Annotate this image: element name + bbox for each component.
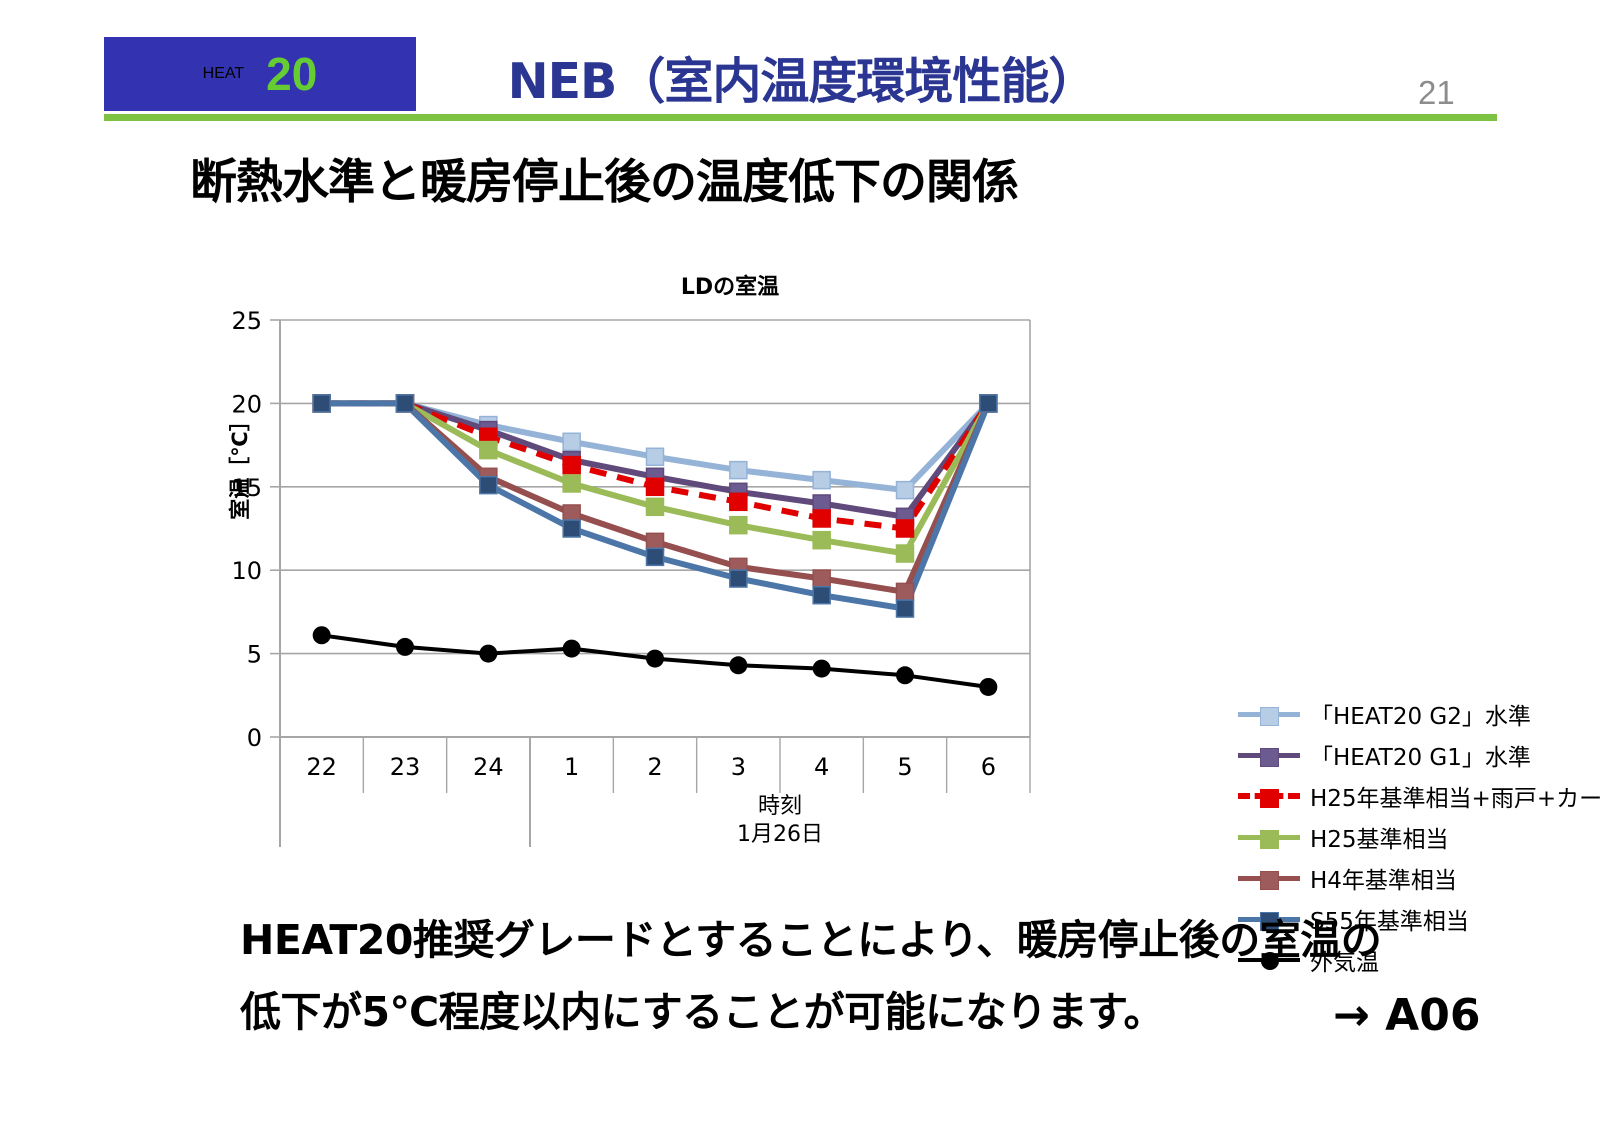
x-axis-tick-label: 4 (814, 753, 829, 781)
series-marker (896, 666, 914, 685)
series-marker (812, 569, 831, 588)
y-axis-tick-label: 25 (231, 307, 262, 335)
series-marker (645, 477, 665, 497)
series-marker (812, 509, 831, 528)
y-axis-tick-label: 0 (247, 724, 262, 752)
x-axis-tick-label: 1 (564, 753, 579, 781)
x-axis-tick-label: 6 (981, 753, 996, 781)
legend-label: 「HEAT20 G1」水準 (1310, 744, 1531, 771)
legend-marker-icon (1260, 706, 1279, 726)
legend-marker-icon (1260, 829, 1279, 849)
legend-label: 外気温 (1310, 949, 1379, 976)
series-marker (646, 649, 664, 668)
legend-swatch-icon (1238, 826, 1300, 849)
heat20-logo: HEAT 20 (104, 37, 416, 111)
legend-label: H25年基準相当+雨戸+カーテン (1310, 785, 1604, 812)
series-marker (562, 519, 581, 538)
page-number: 21 (1418, 74, 1455, 111)
series-marker (312, 626, 331, 645)
legend-swatch-icon (1238, 908, 1300, 931)
series-marker (729, 460, 748, 480)
reference-link[interactable]: → A06 (1333, 990, 1481, 1041)
legend-marker-icon (1260, 788, 1279, 808)
legend-swatch-icon (1238, 744, 1300, 767)
series-marker (396, 637, 414, 656)
x-axis-title-sub: 1月26日 (737, 821, 823, 847)
x-axis-tick-label: 24 (473, 753, 504, 781)
legend-item[interactable]: 「HEAT20 G1」水準 (1238, 734, 1604, 775)
legend-item[interactable]: 「HEAT20 G2」水準 (1238, 693, 1604, 734)
chart-container: LDの室温 室温［℃］ 0 5 10 15 20 25 22 23 24 1 2 3 4 5 6 時刻 1月… (180, 255, 1604, 976)
series-marker (729, 656, 748, 675)
legend-label: H25基準相当 (1310, 826, 1449, 853)
legend-swatch-icon (1238, 949, 1300, 971)
series-marker (812, 585, 831, 605)
series-marker (562, 432, 581, 452)
legend-item[interactable]: 外気温 (1238, 939, 1604, 980)
y-axis-tick-label: 20 (231, 390, 262, 418)
series-marker (895, 480, 915, 500)
series-marker (979, 677, 998, 696)
x-axis-tick-label: 5 (897, 753, 912, 781)
series-marker (645, 447, 665, 467)
brand-heat-text: HEAT (202, 65, 245, 82)
legend-item[interactable]: S55年基準相当 (1238, 898, 1604, 939)
series-marker (895, 544, 915, 563)
series-marker (979, 394, 998, 413)
y-axis-tick-label: 10 (231, 557, 262, 585)
series-marker (645, 497, 665, 517)
series-marker (729, 569, 748, 588)
series-marker (562, 455, 581, 475)
series-marker (729, 515, 748, 535)
legend-label: H4年基準相当 (1310, 867, 1457, 894)
series-marker (562, 639, 581, 658)
conclusion-text: HEAT20推奨グレードとすることにより、暖房停止後の室温の 低下が5℃程度以内… (240, 905, 1440, 1049)
x-axis-tick-label: 22 (306, 753, 337, 781)
legend-item[interactable]: H4年基準相当 (1238, 857, 1604, 898)
x-axis-tick-label: 2 (647, 753, 662, 781)
series-marker (729, 492, 748, 512)
chart-title: LDの室温 (680, 275, 780, 300)
legend-marker-icon (1260, 870, 1279, 890)
series-marker (645, 547, 665, 567)
series-marker (812, 659, 831, 678)
conclusion-line-2: 低下が5℃程度以内にすることが可能になります。 (240, 987, 1164, 1036)
brand-20-text: 20 (266, 48, 318, 100)
series-marker (312, 394, 331, 413)
x-axis-title: 時刻 1月26日 (680, 793, 880, 848)
x-axis-tick-label: 3 (731, 753, 746, 781)
chart-legend: 「HEAT20 G2」水準 「HEAT20 G1」水準 H25年基準相当+雨戸+カー… (1238, 693, 1604, 980)
series-marker (479, 475, 498, 495)
series-marker (895, 519, 915, 538)
page-title: NEB（室内温度環境性能） (507, 53, 1098, 110)
legend-item[interactable]: H25年基準相当+雨戸+カーテン (1238, 775, 1604, 816)
legend-swatch-icon (1238, 867, 1300, 890)
series-marker (395, 394, 415, 413)
x-axis-title-main: 時刻 (757, 794, 802, 819)
y-axis-tick-label: 5 (247, 641, 262, 669)
section-subtitle: 断熱水準と暖房停止後の温度低下の関係 (190, 155, 1019, 210)
series-marker (479, 644, 498, 663)
legend-label: 「HEAT20 G2」水準 (1310, 703, 1531, 730)
series-marker (812, 470, 831, 490)
series-marker (479, 440, 498, 460)
series-marker (812, 530, 831, 550)
legend-label: S55年基準相当 (1310, 908, 1469, 935)
series-marker (895, 599, 915, 618)
legend-marker-icon (1261, 951, 1279, 970)
legend-marker-icon (1260, 747, 1279, 767)
series-marker (895, 582, 915, 602)
legend-swatch-icon (1238, 703, 1300, 726)
slide-header: HEAT 20 NEB（室内温度環境性能） 21 (0, 0, 1604, 128)
header-divider (104, 114, 1497, 121)
series-marker (562, 474, 581, 493)
legend-swatch-icon (1238, 785, 1300, 808)
legend-item[interactable]: H25基準相当 (1238, 816, 1604, 857)
legend-marker-icon (1260, 911, 1279, 931)
x-axis-tick-label: 23 (390, 753, 421, 781)
y-axis-tick-label: 15 (231, 474, 262, 502)
conclusion-line-1: HEAT20推奨グレードとすることにより、暖房停止後の室温の (240, 916, 1382, 964)
